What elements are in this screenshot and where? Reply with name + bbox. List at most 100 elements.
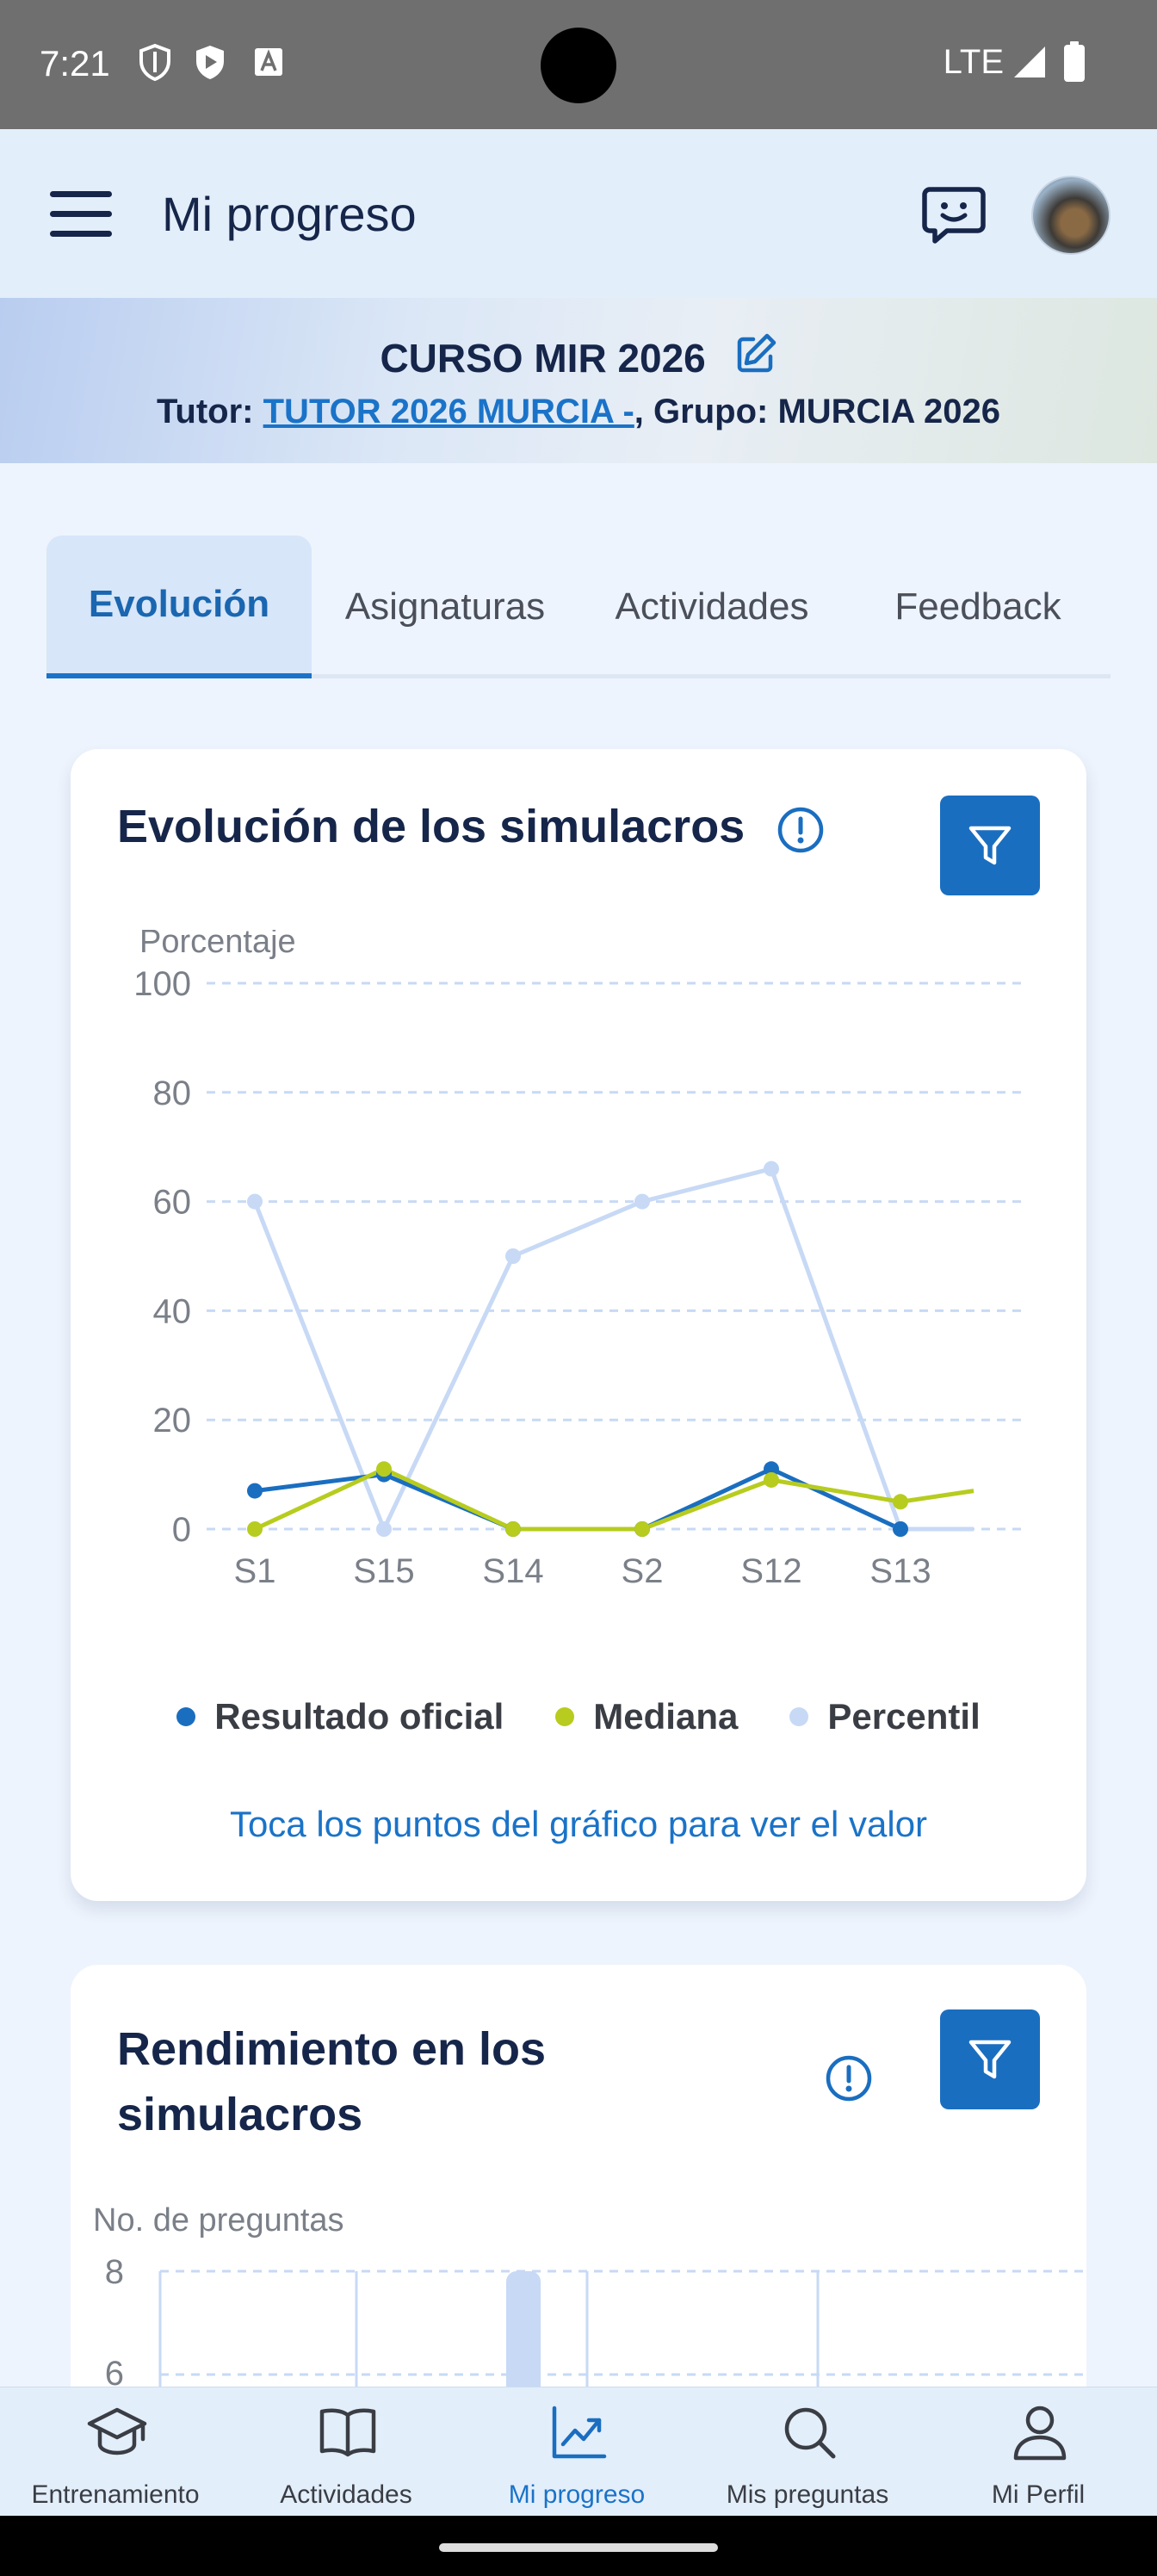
data-point[interactable] — [247, 1483, 263, 1499]
data-point[interactable] — [634, 1193, 650, 1210]
y-tick-label: 40 — [153, 1292, 192, 1330]
info-icon[interactable] — [825, 2054, 873, 2102]
group-text: , Grupo: MURCIA 2026 — [634, 393, 1001, 430]
evolution-card-title: Evolución de los simulacros — [117, 801, 746, 852]
info-icon[interactable] — [776, 806, 825, 854]
camera-cutout — [541, 28, 616, 103]
data-point[interactable] — [893, 1494, 908, 1510]
bottom-navigation: Entrenamiento Actividades Mi progreso Mi… — [0, 2387, 1157, 2516]
shield-play-icon — [196, 46, 224, 79]
data-point[interactable] — [893, 1521, 908, 1537]
book-icon — [319, 2408, 376, 2457]
nav-mis-preguntas[interactable]: Mis preguntas — [692, 2387, 923, 2517]
nav-actividades[interactable]: Actividades — [231, 2387, 461, 2517]
data-point[interactable] — [505, 1248, 521, 1264]
bar-chart-y-label: No. de preguntas — [93, 2202, 344, 2239]
bar-y-tick: 6 — [105, 2355, 124, 2393]
avatar[interactable] — [1031, 176, 1111, 255]
hamburger-line — [50, 211, 112, 217]
course-banner: CURSO MIR 2026 Tutor: TUTOR 2026 MURCIA … — [0, 298, 1157, 463]
network-type: LTE — [943, 43, 1004, 81]
performance-title-line1: Rendimiento en los — [117, 2023, 547, 2075]
chart-y-axis-label: Porcentaje — [139, 930, 296, 960]
data-point[interactable] — [247, 1521, 263, 1537]
performance-title-line2: simulacros — [117, 2089, 363, 2140]
app-bar: Mi progreso — [0, 129, 1157, 298]
status-time: 7:21 — [40, 43, 110, 84]
hamburger-line — [50, 191, 112, 197]
nav-mi-progreso[interactable]: Mi progreso — [461, 2387, 692, 2517]
shield-icon — [139, 43, 170, 81]
tab-bar: Evolución Asignaturas Actividades Feedba… — [46, 536, 1111, 678]
chat-icon[interactable] — [921, 184, 987, 246]
legend-item-percentil[interactable]: Percentil — [789, 1696, 981, 1737]
search-icon — [784, 2407, 836, 2459]
evolution-line-chart[interactable]: Porcentaje 100 80 60 40 20 0 S1 S15 S14 S2 S12 S13 — [71, 930, 1086, 1593]
legend-dot — [176, 1707, 196, 1726]
signal-icon — [1014, 46, 1045, 77]
legend-label: Mediana — [593, 1696, 739, 1737]
tutor-group-row: Tutor: TUTOR 2026 MURCIA -, Grupo: MURCI… — [0, 393, 1157, 431]
legend-item-resultado[interactable]: Resultado oficial — [176, 1696, 504, 1737]
x-tick-label: S12 — [740, 1552, 801, 1590]
x-tick-label: S1 — [234, 1552, 276, 1590]
nav-label: Mis preguntas — [726, 2480, 889, 2509]
filter-icon — [968, 2040, 1012, 2079]
filter-button[interactable] — [940, 796, 1040, 895]
trending-chart-icon — [552, 2406, 607, 2459]
x-tick-label: S2 — [622, 1552, 664, 1590]
bar-y-tick: 8 — [105, 2253, 124, 2291]
performance-card-title: Rendimiento en los simulacros — [117, 2016, 546, 2147]
x-tick-label: S14 — [482, 1552, 543, 1590]
chart-legend: Resultado oficial Mediana Percentil — [71, 1696, 1086, 1737]
tab-actividades[interactable]: Actividades — [615, 585, 809, 628]
y-tick-label: 0 — [172, 1511, 191, 1549]
data-point[interactable] — [764, 1471, 779, 1488]
filter-button[interactable] — [940, 2009, 1040, 2109]
page-title: Mi progreso — [162, 187, 417, 241]
nav-entrenamiento[interactable]: Entrenamiento — [0, 2387, 231, 2517]
home-indicator[interactable] — [439, 2543, 718, 2552]
status-bar: 7:21 LTE — [0, 0, 1157, 129]
tab-feedback[interactable]: Feedback — [894, 585, 1061, 628]
data-point[interactable] — [505, 1521, 521, 1537]
series-line-mediana[interactable] — [253, 1466, 974, 1532]
evolution-card: Evolución de los simulacros Porcentaje 1… — [71, 749, 1086, 1901]
legend-label: Resultado oficial — [214, 1696, 504, 1737]
data-point[interactable] — [247, 1193, 263, 1210]
legend-label: Percentil — [827, 1696, 981, 1737]
nav-mi-perfil[interactable]: Mi Perfil — [923, 2387, 1154, 2517]
edit-icon[interactable] — [734, 332, 777, 375]
chart-hint: Toca los puntos del gráfico para ver el … — [229, 1804, 928, 1844]
data-point[interactable] — [376, 1521, 392, 1537]
legend-item-mediana[interactable]: Mediana — [555, 1696, 738, 1737]
y-tick-label: 80 — [153, 1074, 192, 1112]
filter-icon — [968, 826, 1012, 865]
person-icon — [1013, 2406, 1067, 2461]
menu-button[interactable] — [50, 191, 112, 238]
data-point[interactable] — [764, 1161, 779, 1177]
tutor-label: Tutor: — [156, 393, 254, 430]
hamburger-line — [50, 231, 112, 237]
x-tick-label: S15 — [353, 1552, 414, 1590]
data-point[interactable] — [376, 1461, 392, 1477]
nav-label: Entrenamiento — [31, 2480, 200, 2509]
course-title: CURSO MIR 2026 — [380, 336, 706, 381]
tab-evolucion[interactable]: Evolución — [46, 536, 312, 678]
battery-icon — [1064, 41, 1085, 82]
series-line-resultado-oficial[interactable] — [254, 1466, 902, 1532]
data-point[interactable] — [634, 1521, 650, 1537]
y-tick-label: 60 — [153, 1184, 192, 1222]
graduation-cap-icon — [87, 2407, 147, 2455]
nav-label: Mi Perfil — [991, 2480, 1086, 2509]
y-tick-label: 100 — [133, 965, 191, 1003]
tab-asignaturas[interactable]: Asignaturas — [344, 585, 546, 628]
tutor-link[interactable]: TUTOR 2026 MURCIA - — [263, 393, 634, 430]
gesture-bar — [0, 2516, 1157, 2576]
legend-dot — [555, 1707, 575, 1726]
x-tick-label: S13 — [869, 1552, 931, 1590]
nav-label: Mi progreso — [508, 2480, 646, 2509]
data-point[interactable] — [764, 1461, 779, 1477]
course-title-row: CURSO MIR 2026 — [0, 332, 1157, 381]
nav-label: Actividades — [280, 2480, 412, 2509]
